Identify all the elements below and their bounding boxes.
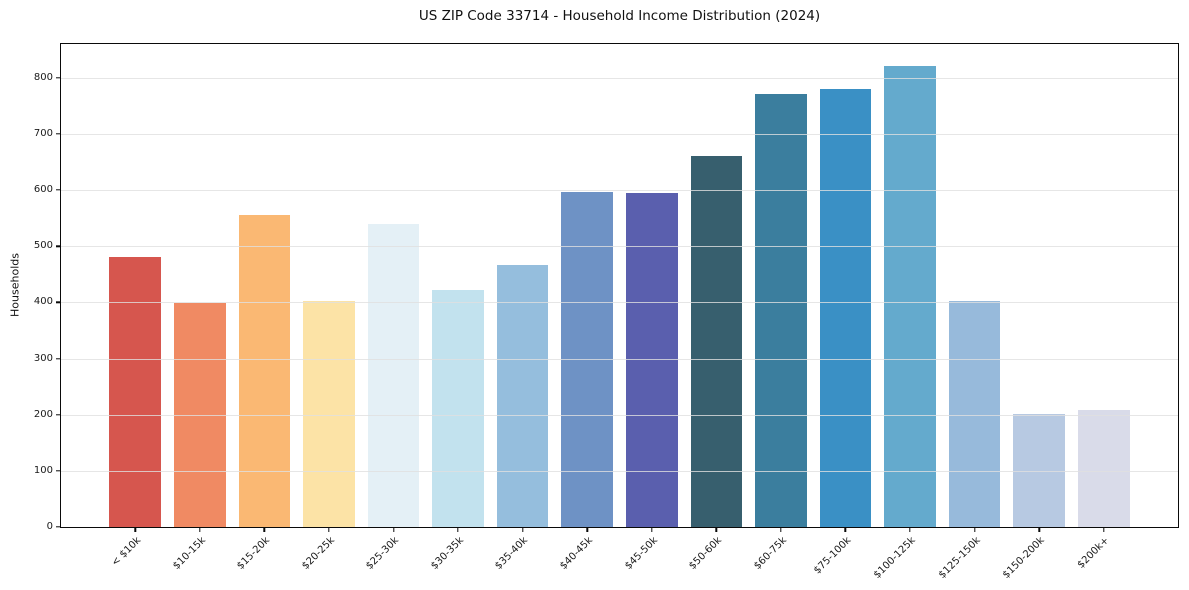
bar-< $10k xyxy=(109,257,162,527)
bar-slot xyxy=(232,44,297,527)
x-tick-mark xyxy=(973,527,976,532)
bar-$50-60k xyxy=(690,156,743,527)
y-tick-mark xyxy=(56,526,61,528)
bar-$10-15k xyxy=(174,303,226,527)
x-tick-label: $125-150k xyxy=(936,535,983,581)
y-tick-mark xyxy=(56,301,61,304)
chart-title: US ZIP Code 33714 - Household Income Dis… xyxy=(418,8,821,24)
bar-slot xyxy=(361,44,426,527)
bar-slot xyxy=(103,44,168,527)
bar-slot xyxy=(1071,44,1136,527)
y-tick-label: 300 xyxy=(33,352,53,364)
bar-$30-35k xyxy=(432,290,484,527)
bar-slot xyxy=(168,44,233,527)
x-tick-label: $45-50k xyxy=(622,535,660,572)
y-tick-label: 400 xyxy=(33,296,53,308)
bar-slot xyxy=(490,44,555,527)
bar-slot xyxy=(297,44,362,527)
x-tick-mark xyxy=(263,527,266,532)
y-tick-mark xyxy=(56,133,61,135)
x-tick-mark xyxy=(909,527,911,532)
x-tick-mark xyxy=(328,527,330,532)
x-tick-label: $150-200k xyxy=(1001,535,1047,581)
bar-slot xyxy=(555,44,620,527)
bar-$35-40k xyxy=(496,264,549,527)
bar-slot xyxy=(749,44,814,527)
y-tick-mark xyxy=(56,357,61,360)
bar-$20-25k xyxy=(303,300,355,527)
bar-$40-45k xyxy=(561,192,614,527)
x-tick-label: $60-75k xyxy=(751,535,789,572)
bar-$25-30k xyxy=(367,223,420,527)
x-tick-mark xyxy=(521,527,524,532)
x-tick-label: $50-60k xyxy=(687,535,725,572)
y-tick-mark xyxy=(56,245,61,247)
bar-$200k+ xyxy=(1077,410,1130,527)
bar-slot xyxy=(684,44,749,527)
x-tick-mark xyxy=(780,527,782,532)
x-tick-mark xyxy=(134,527,136,532)
x-tick-label: $10-15k xyxy=(170,535,208,572)
y-tick-label: 0 xyxy=(46,521,53,532)
x-tick-mark xyxy=(651,527,653,532)
bar-$15-20k xyxy=(238,215,291,527)
bar-$150-200k xyxy=(1013,414,1065,527)
x-tick-mark xyxy=(586,527,588,532)
bar-slot xyxy=(620,44,685,527)
y-tick-mark xyxy=(56,470,61,472)
bar-slot xyxy=(426,44,491,527)
bar-slot xyxy=(1007,44,1072,527)
y-tick-mark xyxy=(56,189,61,191)
y-tick-label: 800 xyxy=(33,71,53,83)
x-tick-label: $100-125k xyxy=(871,535,918,581)
x-tick-mark xyxy=(199,527,201,532)
plot-area: 0 100 200 300 400 500 600 700 800 < $10k $10-15k $1… xyxy=(34,43,1179,581)
x-tick-mark xyxy=(715,527,718,532)
x-tick-label: $30-35k xyxy=(428,535,466,572)
y-tick-label: 100 xyxy=(33,464,53,476)
x-tick-mark xyxy=(1103,527,1105,532)
x-tick-mark xyxy=(844,527,847,532)
bar-$45-50k xyxy=(625,193,678,527)
y-axis-label: Households xyxy=(8,253,22,317)
x-tick-label: $200k+ xyxy=(1075,535,1112,571)
x-tick-label: $35-40k xyxy=(493,535,531,572)
bar-slot xyxy=(878,44,943,527)
y-tick-label: 200 xyxy=(33,408,53,420)
bar-slot xyxy=(813,44,878,527)
y-tick-label: 500 xyxy=(33,240,53,252)
x-tick-mark xyxy=(392,527,395,532)
x-tick-label: $20-25k xyxy=(299,535,337,572)
y-tick-mark xyxy=(56,413,61,416)
x-tick-label: $75-100k xyxy=(811,535,854,577)
y-tick-label: 600 xyxy=(33,184,53,196)
bar-slot xyxy=(942,44,1007,527)
x-tick-label: < $10k xyxy=(109,535,144,569)
x-tick-mark xyxy=(1038,527,1040,532)
x-tick-mark xyxy=(457,527,459,532)
bar-$60-75k xyxy=(755,94,807,527)
y-tick-mark xyxy=(56,76,61,79)
y-tick-label: 700 xyxy=(33,127,53,139)
bar-$75-100k xyxy=(819,88,872,527)
bar-$125-150k xyxy=(948,300,1001,527)
bar-$100-125k xyxy=(884,66,936,527)
x-tick-label: $15-20k xyxy=(235,535,273,572)
bars-layer xyxy=(61,44,1178,527)
x-tick-label: $40-45k xyxy=(558,535,595,572)
x-tick-label: $25-30k xyxy=(364,535,402,572)
